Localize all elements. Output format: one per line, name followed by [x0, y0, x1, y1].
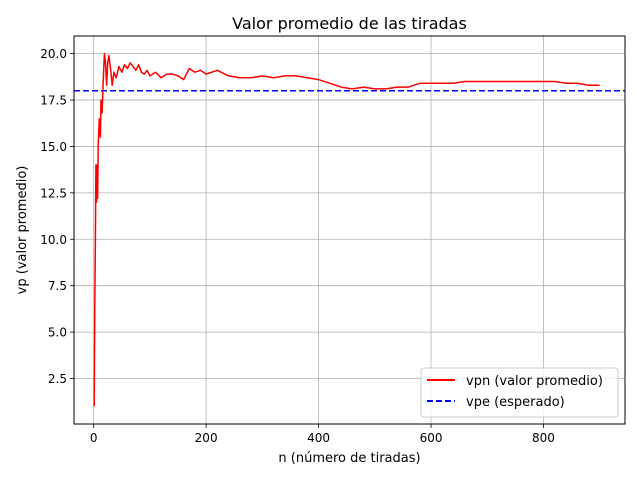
x-tick-label: 800 — [532, 431, 555, 445]
y-axis-label: vp (valor promedio) — [15, 166, 30, 295]
y-tick-label: 5.0 — [48, 326, 67, 340]
y-tick-label: 15.0 — [40, 140, 67, 154]
x-tick-label: 200 — [195, 431, 218, 445]
y-tick-label: 7.5 — [48, 279, 67, 293]
x-axis-ticks: 0 200 400 600 800 — [90, 424, 555, 445]
legend-label-vpe: vpe (esperado) — [466, 395, 565, 410]
y-axis-ticks: 2.5 5.0 7.5 10.0 12.5 15.0 17.5 20.0 — [40, 47, 74, 386]
y-tick-label: 17.5 — [40, 94, 67, 108]
x-axis-label: n (número de tiradas) — [278, 451, 420, 466]
plot-frame — [73, 35, 626, 425]
series-layer — [74, 52, 625, 407]
x-tick-label: 600 — [420, 431, 443, 445]
legend-label-vpn: vpn (valor promedio) — [466, 374, 603, 389]
series-line-vpn — [93, 52, 600, 407]
x-tick-label: 400 — [307, 431, 330, 445]
y-tick-label: 10.0 — [40, 233, 67, 247]
x-tick-label: 0 — [90, 431, 98, 445]
y-tick-label: 2.5 — [48, 372, 67, 386]
y-tick-label: 20.0 — [40, 47, 67, 61]
y-tick-label: 12.5 — [40, 186, 67, 200]
grid-lines — [74, 36, 625, 424]
legend-box — [420, 367, 619, 418]
chart-title: Valor promedio de las tiradas — [232, 14, 467, 33]
legend: vpn (valor promedio) vpe (esperado) — [420, 367, 619, 418]
